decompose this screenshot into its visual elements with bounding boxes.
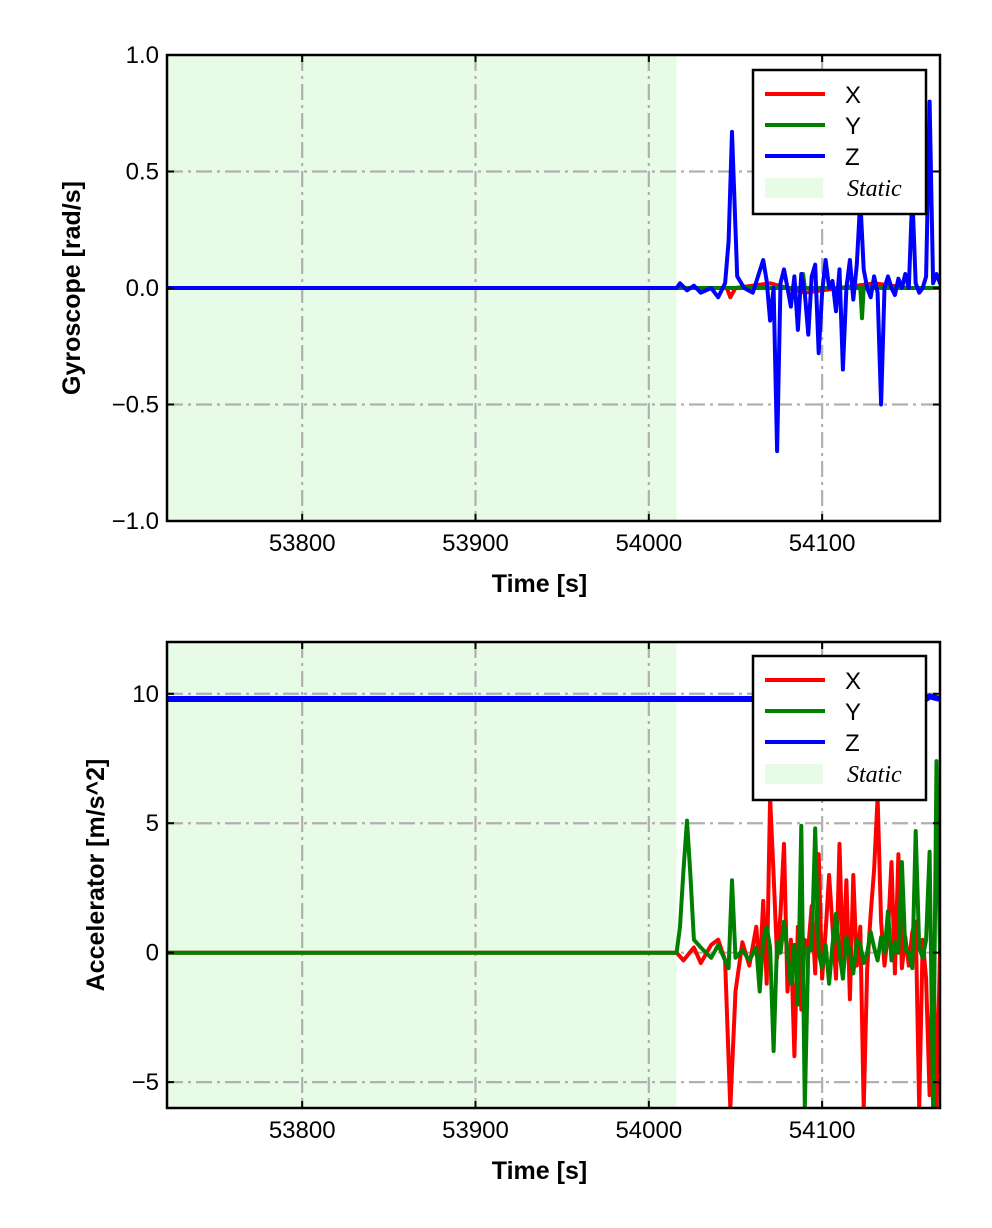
x-tick-label: 53800 (269, 530, 336, 557)
y-tick-label: 0.0 (126, 275, 159, 302)
plot-frame (165, 640, 942, 1110)
y-tick-label: −5 (132, 1069, 159, 1096)
legend-label-static: Static (847, 762, 902, 788)
legend-label-x: X (845, 668, 861, 695)
series-z-line (167, 99, 940, 454)
x-tick-label: 53900 (442, 530, 509, 557)
x-tick-label: 54000 (615, 1117, 682, 1144)
x-axis-label: Time [s] (492, 1157, 587, 1185)
chart-panel-1: 53800 53900 54000 54100 −1.0 −0.5 0.0 0.5 1.0 Tim… (58, 42, 942, 598)
legend-label-y: Y (845, 113, 861, 140)
y-tick-label: 10 (132, 681, 159, 708)
x-tick-label: 53800 (269, 1117, 336, 1144)
y-tick-label: 0.5 (126, 159, 159, 186)
x-tick-label: 54000 (615, 530, 682, 557)
y-tick-label: −0.5 (112, 392, 159, 419)
y-tick-label: 1.0 (126, 42, 159, 69)
y-tick-label: 0 (146, 940, 159, 967)
y-axis-label: Accelerator [m/s^2] (82, 759, 110, 992)
series-group (167, 99, 940, 454)
y-tick-label: −1.0 (112, 508, 159, 535)
legend-label-y: Y (845, 699, 861, 726)
x-tick-label: 53900 (442, 1117, 509, 1144)
legend: XYZ Static (751, 654, 928, 802)
legend-swatch-static (765, 178, 823, 198)
legend-label-z: Z (845, 144, 860, 171)
series-z-line (167, 693, 940, 702)
series-group (167, 693, 940, 1108)
x-tick-label: 54100 (789, 530, 856, 557)
y-axis-label: Gyroscope [rad/s] (58, 181, 86, 395)
legend-swatch-static (765, 764, 823, 784)
x-axis-label: Time [s] (492, 570, 587, 598)
legend: XYZ Static (751, 68, 928, 216)
y-tick-label: 5 (146, 810, 159, 837)
series-y-line (167, 759, 940, 1108)
static-region (167, 642, 677, 1108)
x-tick-label: 54100 (789, 1117, 856, 1144)
legend-label-x: X (845, 82, 861, 109)
chart-panel-2: 53800 53900 54000 54100 −5 0 5 10 Time [s] Accele… (82, 640, 942, 1185)
legend-label-z: Z (845, 730, 860, 757)
legend-label-static: Static (847, 176, 902, 202)
